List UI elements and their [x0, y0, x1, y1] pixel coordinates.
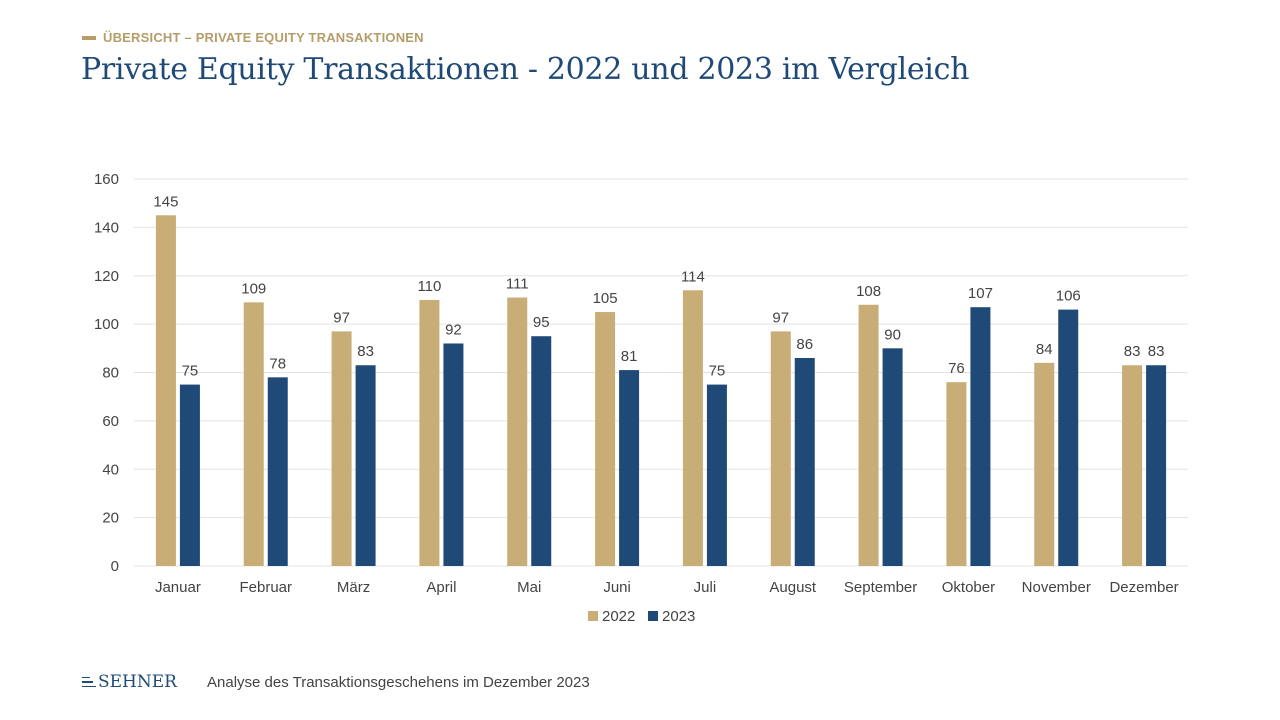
bar-2023 [531, 336, 552, 566]
data-label: 76 [948, 360, 965, 377]
data-label: 84 [1036, 341, 1053, 358]
data-label: 106 [1056, 288, 1081, 305]
bar-2023 [619, 370, 640, 566]
bar-2022 [858, 304, 879, 566]
legend-label: 2022 [602, 608, 635, 625]
x-tick-label: Juli [694, 579, 717, 596]
data-label: 107 [968, 285, 993, 302]
x-tick-label: Oktober [942, 579, 995, 596]
bar-2023 [355, 365, 376, 566]
x-tick-label: Januar [155, 579, 201, 596]
company-logo: SEHNER [82, 672, 177, 692]
y-tick-label: 100 [94, 316, 119, 333]
bar-2022 [243, 302, 264, 566]
bar-2023 [443, 343, 464, 566]
y-tick-label: 140 [94, 219, 119, 236]
bar-2023 [267, 377, 288, 566]
x-tick-label: Dezember [1109, 579, 1178, 596]
x-tick-label: August [769, 579, 817, 596]
logo-text: SEHNER [98, 672, 177, 692]
y-tick-label: 20 [102, 510, 119, 527]
x-tick-label: April [426, 579, 456, 596]
y-tick-label: 80 [102, 365, 119, 382]
x-tick-label: Juni [603, 579, 631, 596]
bar-2022 [331, 331, 352, 566]
bar-2022 [155, 215, 176, 566]
data-label: 95 [533, 314, 550, 331]
bar-2022 [682, 290, 703, 566]
bar-2023 [882, 348, 903, 566]
y-tick-label: 160 [94, 171, 119, 188]
bar-2023 [1058, 309, 1079, 566]
kicker-dash [82, 35, 96, 40]
y-tick-label: 0 [111, 558, 119, 575]
data-label: 114 [681, 268, 705, 285]
data-label: 90 [884, 326, 901, 343]
footer-caption: Analyse des Transaktionsgeschehens im De… [207, 674, 590, 691]
bar-2022 [1122, 365, 1143, 566]
data-label: 75 [709, 363, 726, 380]
x-tick-label: Februar [239, 579, 292, 596]
section-kicker: ÜBERSICHT – PRIVATE EQUITY TRANSAKTIONEN [82, 30, 424, 45]
data-label: 105 [593, 290, 618, 307]
data-label: 83 [1148, 343, 1165, 360]
bar-2023 [970, 307, 991, 566]
data-label: 109 [241, 280, 266, 297]
bar-2022 [946, 382, 967, 566]
y-tick-label: 120 [94, 268, 119, 285]
bar-2022 [1034, 362, 1055, 566]
bar-2022 [770, 331, 791, 566]
bar-2022 [419, 299, 440, 566]
data-label: 78 [269, 355, 286, 372]
bar-2023 [794, 357, 815, 566]
x-tick-label: September [844, 579, 917, 596]
x-tick-label: November [1022, 579, 1091, 596]
data-label: 110 [417, 278, 441, 295]
legend-label: 2023 [662, 608, 695, 625]
data-label: 145 [153, 193, 178, 210]
data-label: 75 [182, 363, 199, 380]
kicker-text: ÜBERSICHT – PRIVATE EQUITY TRANSAKTIONEN [103, 30, 424, 45]
bar-2022 [595, 312, 616, 566]
logo-lines-icon [82, 675, 96, 689]
data-label: 97 [772, 309, 789, 326]
data-label: 97 [333, 309, 350, 326]
data-label: 86 [796, 336, 813, 353]
data-label: 111 [506, 276, 529, 293]
y-tick-label: 40 [102, 461, 119, 478]
x-tick-label: März [337, 579, 370, 596]
data-label: 83 [1124, 343, 1141, 360]
data-label: 83 [357, 343, 374, 360]
bar-2023 [1146, 365, 1167, 566]
data-label: 81 [621, 348, 638, 365]
page-title: Private Equity Transaktionen - 2022 und … [81, 52, 970, 87]
data-label: 108 [856, 283, 881, 300]
bar-2023 [706, 384, 727, 566]
data-label: 92 [445, 321, 462, 338]
bar-2022 [507, 297, 528, 566]
legend-swatch [648, 611, 658, 621]
bar-2023 [179, 384, 200, 566]
y-tick-label: 60 [102, 413, 119, 430]
x-tick-label: Mai [517, 579, 541, 596]
legend-swatch [588, 611, 598, 621]
